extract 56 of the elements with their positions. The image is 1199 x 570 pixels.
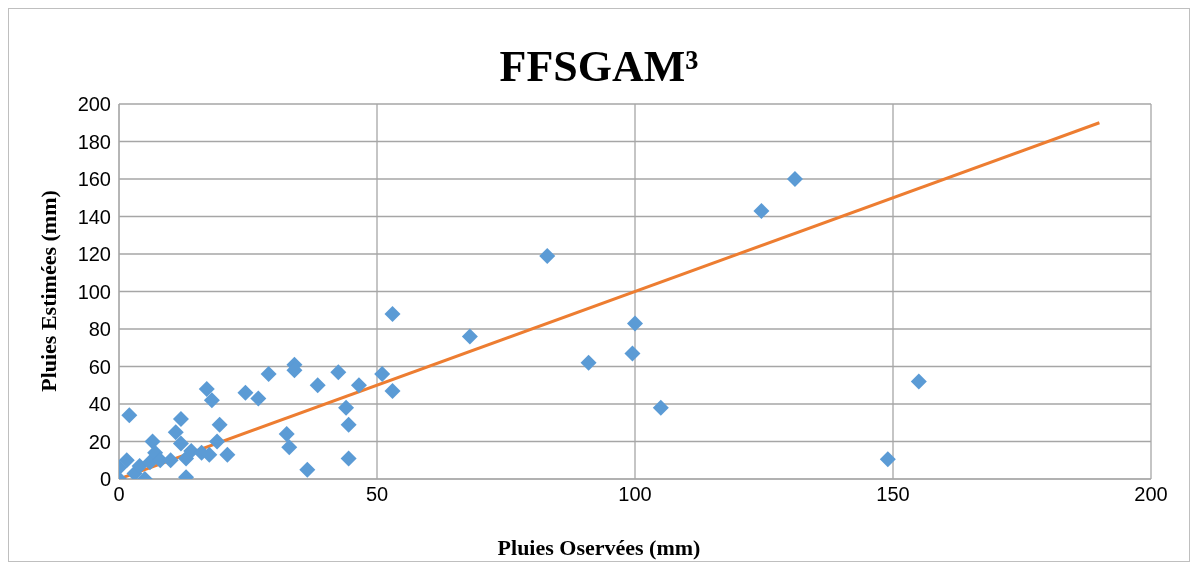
point [281, 439, 298, 456]
y-tick-label: 100 [77, 280, 111, 303]
point [384, 306, 401, 322]
point [209, 433, 226, 450]
point [198, 381, 215, 397]
point [219, 446, 236, 463]
point [167, 424, 184, 441]
point [374, 366, 391, 382]
y-tick-label: 60 [88, 355, 111, 378]
x-tick-label: 150 [876, 483, 910, 506]
y-tick-label: 180 [77, 130, 111, 153]
point [330, 364, 347, 381]
x-tick-label: 50 [365, 483, 389, 506]
point [278, 426, 295, 442]
point [624, 345, 641, 362]
y-tick-label: 120 [77, 243, 111, 266]
x-tick-label: 0 [113, 483, 125, 506]
point [580, 354, 597, 371]
point [172, 435, 189, 452]
point [250, 390, 267, 407]
point [260, 366, 277, 382]
point [121, 407, 138, 424]
y-tick-label: 0 [99, 468, 111, 491]
point [753, 202, 770, 219]
point [309, 377, 326, 394]
point [384, 382, 401, 399]
point [340, 450, 357, 467]
y-axis-title: Pluies Estimées (mm) [36, 190, 62, 392]
point [652, 399, 669, 416]
point [203, 392, 220, 409]
point [144, 433, 161, 450]
point [211, 416, 228, 433]
point [350, 377, 367, 394]
point [539, 247, 556, 264]
y-tick-label: 140 [77, 205, 111, 228]
x-tick-label: 100 [618, 483, 652, 506]
point [131, 457, 148, 474]
y-tick-label: 160 [77, 168, 111, 191]
x-axis-title: Pluies Oservées (mm) [496, 535, 702, 561]
x-tick-label: 200 [1134, 483, 1168, 506]
chart-title: FFSGAM³ [498, 41, 700, 92]
point [338, 399, 355, 416]
point [910, 373, 927, 390]
point [172, 411, 189, 427]
point [461, 328, 478, 345]
y-tick-label: 80 [88, 318, 111, 341]
point [879, 451, 896, 468]
y-tick-label: 40 [88, 393, 111, 416]
point [340, 416, 357, 433]
point [786, 171, 803, 187]
point [299, 461, 316, 478]
point [119, 452, 135, 469]
y-tick-label: 200 [77, 93, 111, 116]
point [627, 315, 643, 332]
point [237, 384, 254, 401]
y-tick-label: 20 [88, 430, 111, 453]
